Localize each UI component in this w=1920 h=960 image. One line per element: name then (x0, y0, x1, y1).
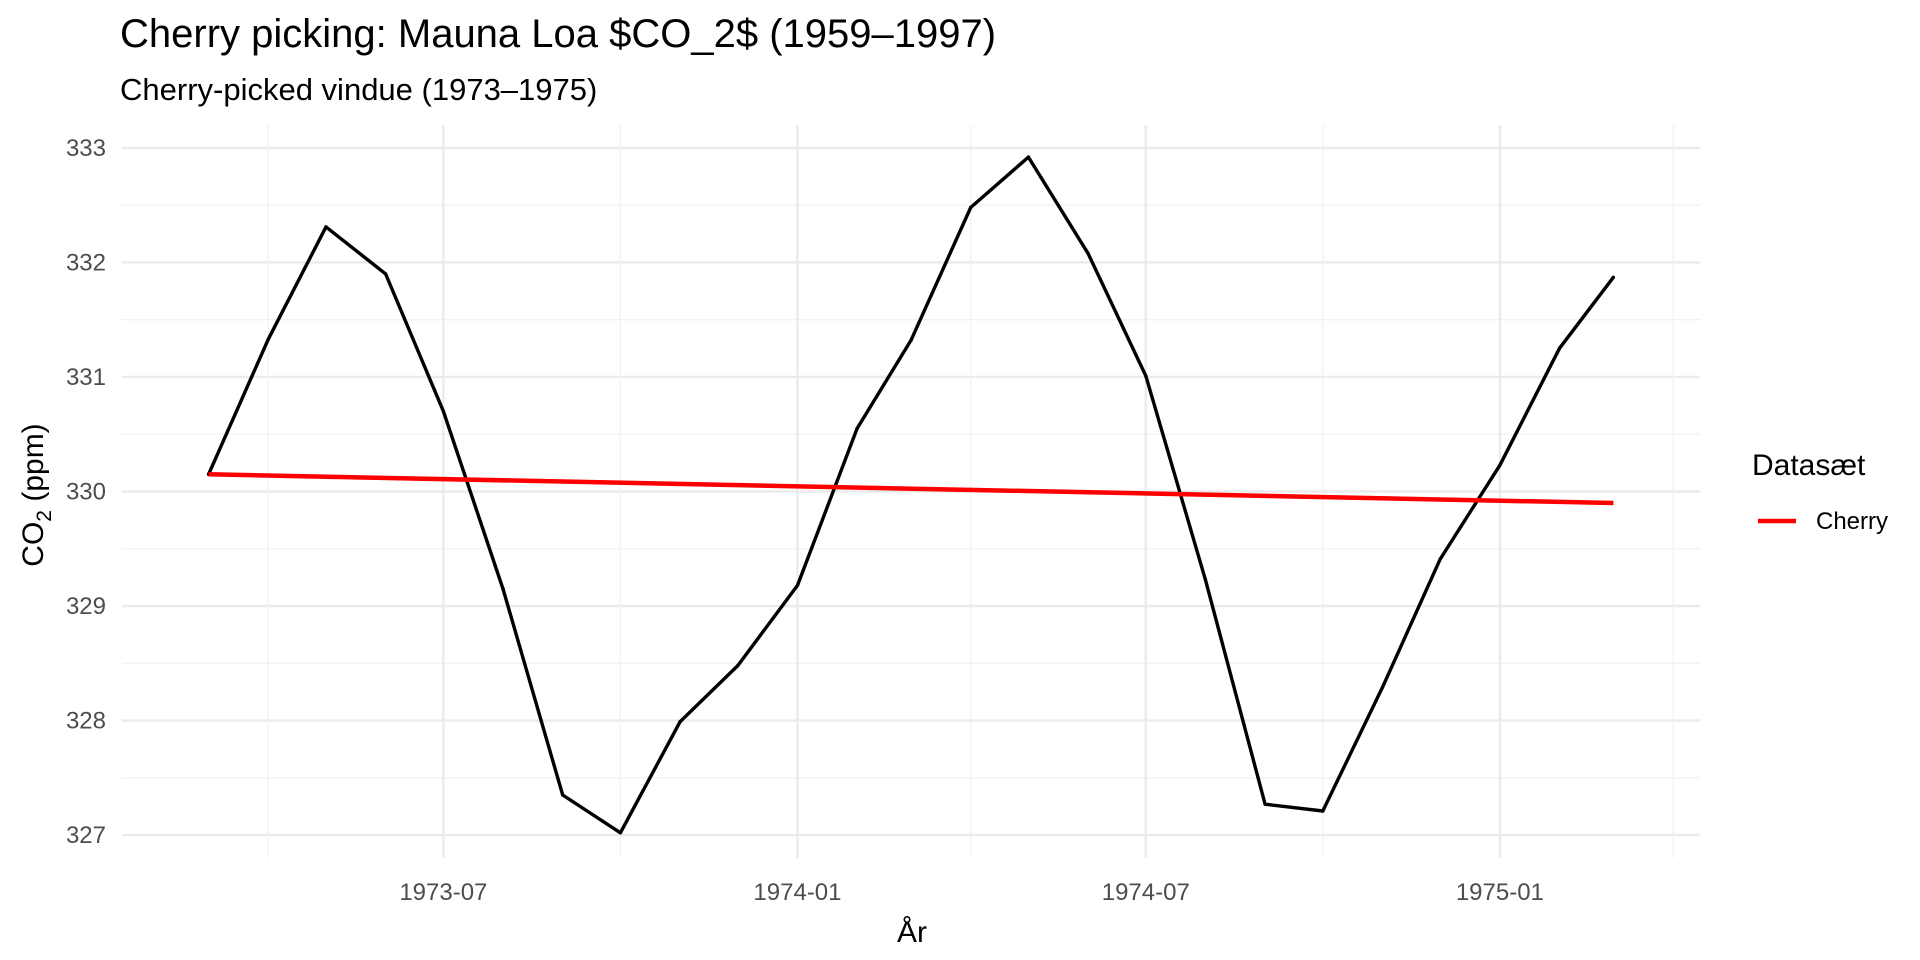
y-tick-label: 333 (66, 135, 106, 162)
data-point (441, 409, 446, 414)
data-point (1026, 155, 1031, 159)
data-point (1086, 251, 1090, 255)
y-axis-title: CO2 (ppm) (17, 423, 56, 566)
data-point (678, 720, 682, 724)
y-axis-title-subscript: 2 (33, 510, 56, 522)
legend: Datasæt Cherry (1752, 449, 1888, 535)
data-point (383, 272, 388, 276)
data-point (324, 225, 328, 229)
data-point (736, 663, 740, 668)
data-point (795, 583, 800, 588)
y-tick-label: 330 (66, 479, 106, 506)
data-point (1263, 802, 1267, 806)
co2-series-line (207, 155, 1615, 835)
data-point (1321, 809, 1325, 813)
data-point (1144, 374, 1148, 378)
data-point (1380, 685, 1385, 690)
plot-area (206, 155, 1616, 835)
data-point (1557, 346, 1562, 351)
x-axis-title: År (897, 916, 927, 949)
y-axis-title-main: CO (17, 522, 50, 567)
x-tick-label: 1973-07 (399, 879, 487, 906)
y-tick-label: 327 (66, 822, 106, 849)
x-tick-label: 1974-01 (753, 879, 841, 906)
data-point (968, 205, 973, 210)
data-point (1611, 275, 1616, 280)
chart-subtitle: Cherry-picked vindue (1973–1975) (120, 72, 597, 107)
x-tick-label: 1974-07 (1102, 879, 1190, 906)
data-point (618, 831, 623, 835)
data-point (1438, 557, 1442, 561)
data-point (1203, 577, 1208, 582)
data-point (855, 426, 859, 431)
data-point (501, 587, 505, 591)
y-axis-ticks: 327 328 329 330 331 332 333 (66, 135, 106, 849)
trend-line-cherry (208, 472, 1614, 506)
y-tick-label: 329 (66, 593, 106, 620)
y-tick-label: 328 (66, 708, 106, 735)
data-point (1498, 463, 1502, 467)
x-tick-label: 1975-01 (1456, 879, 1544, 906)
data-point (909, 338, 913, 343)
chart-title: Cherry picking: Mauna Loa $CO_2$ (1959–1… (120, 12, 996, 56)
legend-title: Datasæt (1752, 449, 1866, 482)
y-tick-label: 331 (66, 364, 106, 391)
y-tick-label: 332 (66, 249, 106, 276)
data-point (560, 793, 565, 797)
y-axis-title-unit: (ppm) (17, 423, 50, 510)
grid (122, 125, 1700, 858)
legend-label-cherry: Cherry (1816, 508, 1888, 535)
x-axis-ticks: 1973-07 1974-01 1974-07 1975-01 (399, 879, 1544, 906)
data-point (266, 337, 270, 341)
